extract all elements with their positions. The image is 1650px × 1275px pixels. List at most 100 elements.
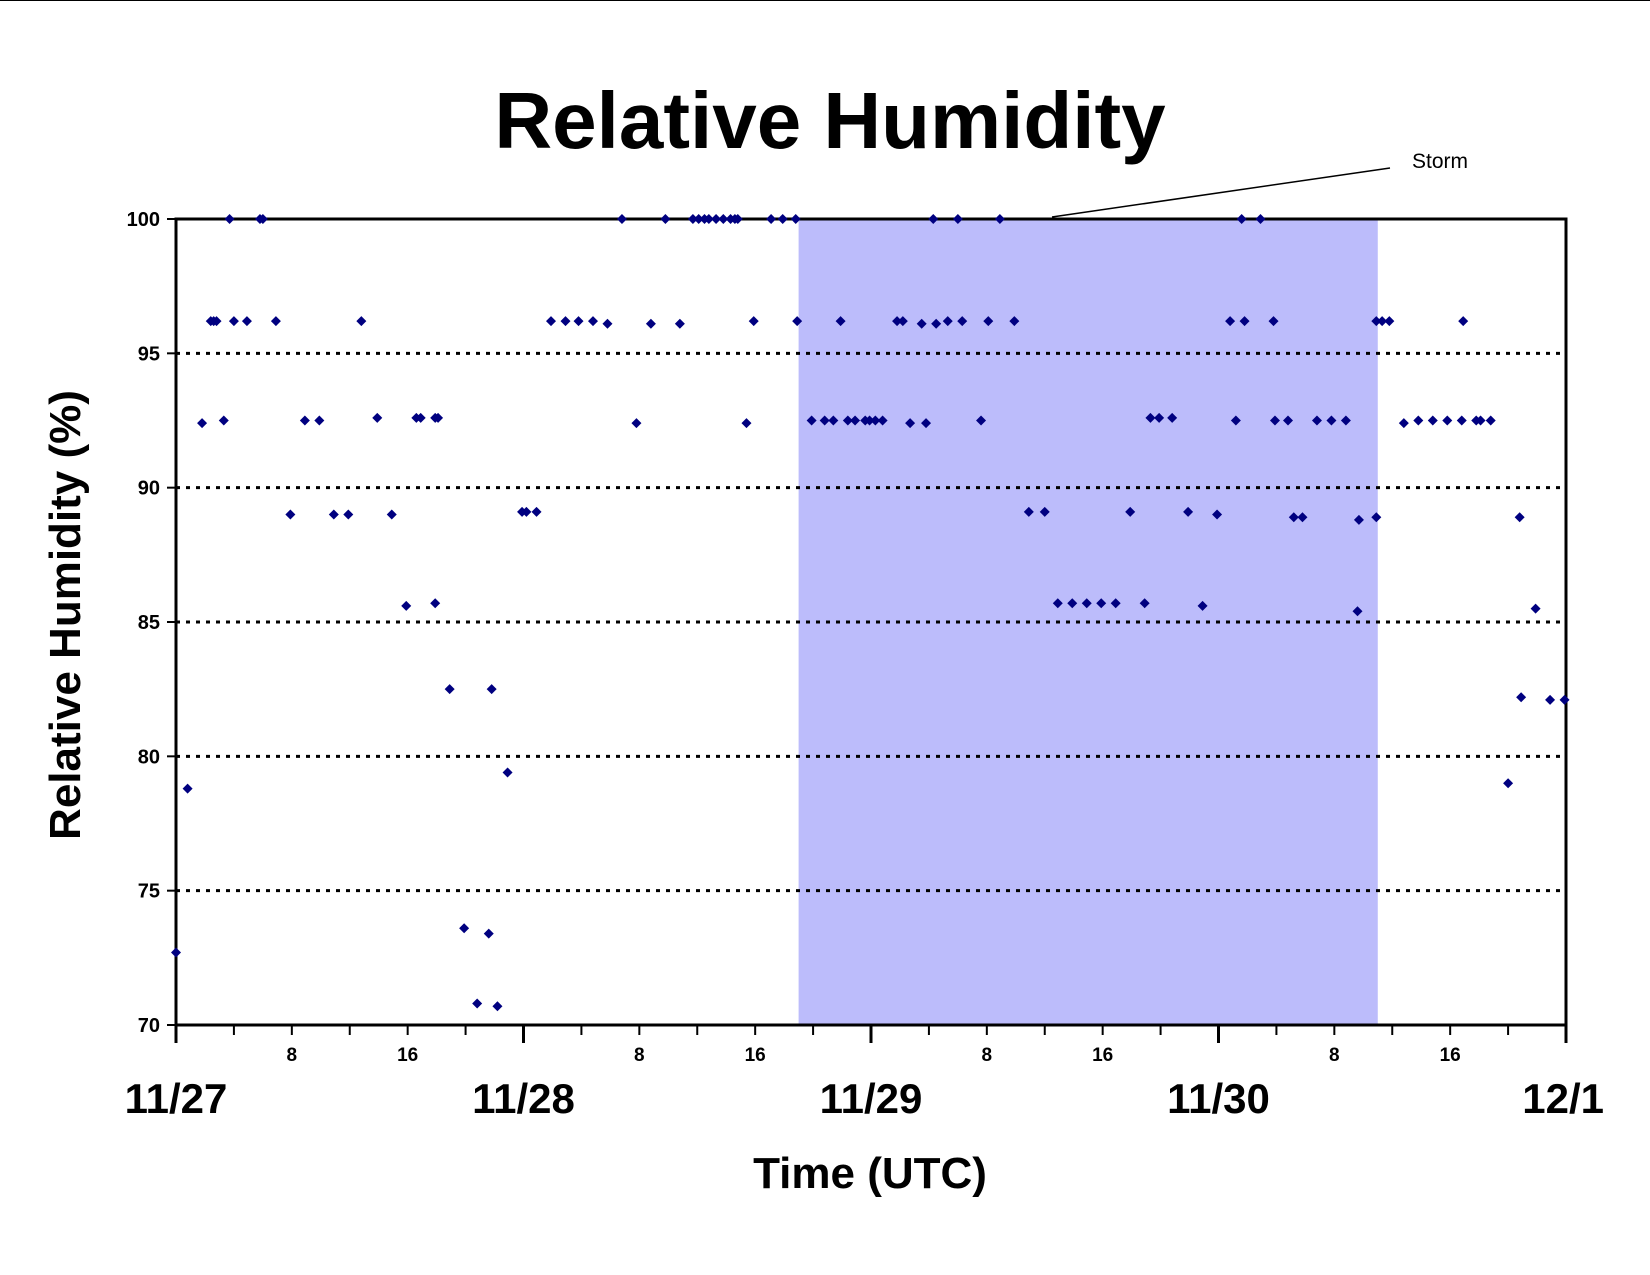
data-point — [1212, 509, 1223, 520]
data-point — [573, 316, 584, 327]
data-point — [1154, 412, 1165, 423]
data-point — [674, 318, 685, 329]
data-point — [921, 418, 932, 429]
y-axis-label: Relative Humidity (%) — [41, 390, 90, 840]
data-point — [1039, 506, 1050, 517]
x-hour-label: 16 — [397, 1045, 418, 1066]
data-point — [372, 412, 383, 423]
data-point — [819, 415, 830, 426]
data-point — [433, 412, 444, 423]
data-point — [711, 214, 722, 224]
data-point — [687, 214, 698, 224]
top-border-rule — [0, 0, 1650, 1]
data-point — [546, 316, 557, 327]
data-point — [1145, 412, 1156, 423]
data-point — [1371, 316, 1382, 327]
x-day-label: 11/29 — [820, 1075, 923, 1122]
data-point — [1067, 598, 1078, 609]
data-point — [401, 600, 412, 611]
data-point — [1283, 415, 1293, 426]
data-point — [828, 415, 839, 426]
data-point — [952, 214, 963, 224]
data-point — [905, 418, 916, 429]
data-point — [459, 923, 470, 934]
data-point — [645, 318, 656, 329]
data-point — [864, 415, 875, 426]
data-point — [916, 318, 927, 329]
data-point — [741, 418, 752, 429]
data-point — [182, 783, 193, 794]
y-tick-label-70: 70 — [138, 1015, 160, 1037]
data-point — [1081, 598, 1092, 609]
data-point — [1288, 512, 1299, 523]
data-point — [616, 214, 627, 224]
data-point — [444, 684, 455, 695]
data-point — [931, 318, 942, 329]
data-point — [197, 418, 208, 429]
data-point — [1485, 415, 1496, 426]
x-hour-label: 8 — [287, 1045, 298, 1066]
data-point — [1110, 598, 1121, 609]
data-point — [1559, 694, 1570, 705]
data-point — [1442, 415, 1453, 426]
data-point — [850, 415, 861, 426]
x-day-label: 11/30 — [1167, 1075, 1270, 1122]
data-point — [602, 318, 613, 329]
data-point — [870, 415, 881, 426]
data-point — [718, 214, 729, 224]
data-point — [492, 1001, 503, 1012]
data-point — [1427, 415, 1438, 426]
data-point — [299, 415, 310, 426]
data-point — [928, 214, 939, 224]
data-point — [1139, 598, 1150, 609]
data-point — [502, 767, 513, 778]
data-point — [1297, 512, 1308, 523]
y-tick-label-90: 90 — [138, 478, 160, 500]
data-point — [270, 316, 281, 327]
x-axis-label: Time (UTC) — [753, 1149, 987, 1198]
storm-annotation-label: Storm — [1412, 150, 1468, 173]
y-tick-label-95: 95 — [138, 343, 160, 365]
plot-area: 70 75 80 85 90 95 100 8 16 8 16 8 16 8 16 11/27 11/28 11/… — [125, 150, 1604, 1122]
y-tick-label-80: 80 — [138, 746, 160, 768]
data-point — [1225, 316, 1236, 327]
data-point — [224, 214, 235, 224]
data-point — [1514, 512, 1525, 523]
data-point — [732, 214, 743, 224]
data-point — [1326, 415, 1337, 426]
data-point — [1255, 214, 1266, 224]
data-point — [790, 214, 801, 224]
data-point — [1340, 415, 1351, 426]
x-day-label: 12/1 — [1522, 1075, 1604, 1122]
data-point — [1456, 415, 1467, 426]
data-point — [976, 415, 987, 426]
data-point — [842, 415, 853, 426]
data-point — [1269, 415, 1280, 426]
data-point — [218, 415, 229, 426]
storm-annotation-leader — [1051, 167, 1391, 218]
data-point — [1230, 415, 1241, 426]
data-point — [1125, 506, 1136, 517]
data-point — [1268, 316, 1279, 327]
data-point — [1052, 598, 1063, 609]
data-point — [693, 214, 704, 224]
data-point — [1239, 316, 1250, 327]
data-point — [228, 316, 239, 327]
data-point — [211, 316, 222, 327]
data-point — [1377, 316, 1388, 327]
data-point — [835, 316, 846, 327]
data-point — [356, 316, 367, 327]
data-point — [483, 928, 494, 939]
data-point — [994, 214, 1005, 224]
data-point — [1398, 418, 1409, 429]
data-point — [1311, 415, 1322, 426]
x-hour-label: 8 — [1329, 1045, 1340, 1066]
x-hour-label: 16 — [1092, 1045, 1113, 1066]
data-point — [806, 415, 817, 426]
data-point — [1371, 512, 1382, 523]
data-point — [386, 509, 397, 520]
data-point — [1353, 514, 1364, 525]
data-point — [1197, 600, 1208, 611]
data-point — [660, 214, 671, 224]
